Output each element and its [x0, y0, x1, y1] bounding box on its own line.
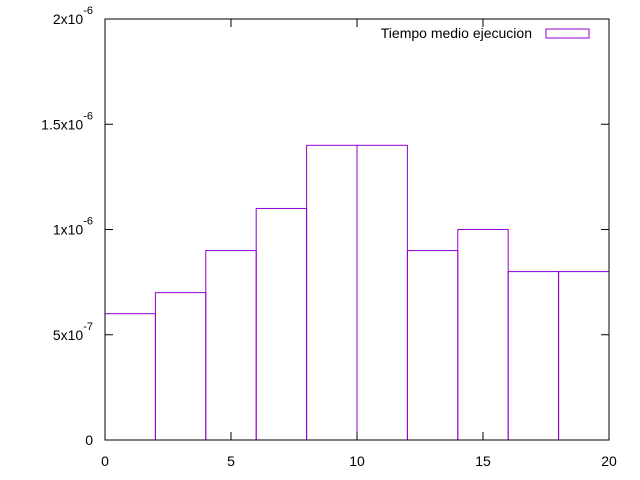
x-tick-label-0: 0: [101, 453, 109, 469]
legend: Tiempo medio ejecucion: [381, 25, 590, 41]
x-tick-label-4: 20: [601, 453, 617, 469]
bar-6: [406, 250, 459, 441]
y-tick-label-1: 5x10-7: [53, 321, 93, 343]
bar-9: [558, 271, 610, 441]
bar-5: [356, 144, 408, 441]
y-tick-label-0: 0: [85, 432, 93, 448]
bar-3: [255, 207, 308, 441]
y-tick-label-4: 2x10-6: [53, 5, 93, 27]
x-tick-label-3: 15: [475, 453, 491, 469]
x-tick-label-2: 10: [349, 453, 365, 469]
bar-8: [507, 271, 560, 441]
y-tick-label-2: 1x10-6: [53, 216, 93, 238]
bar-2: [205, 250, 257, 441]
legend-label: Tiempo medio ejecucion: [381, 25, 532, 41]
bar-0: [104, 313, 156, 441]
bar-4: [306, 144, 358, 441]
plot-frame: [104, 18, 610, 441]
bar-7: [457, 229, 509, 441]
legend-swatch: [545, 28, 590, 39]
bar-group: [104, 144, 610, 441]
x-tick-label-1: 5: [227, 453, 235, 469]
bar-1: [154, 292, 207, 441]
y-tick-label-3: 1.5x10-6: [41, 110, 93, 132]
tick-group: 0 5 10 15 20 0 5x10-7 1x10-6 1.5x10-6 2x10-6: [41, 5, 617, 469]
